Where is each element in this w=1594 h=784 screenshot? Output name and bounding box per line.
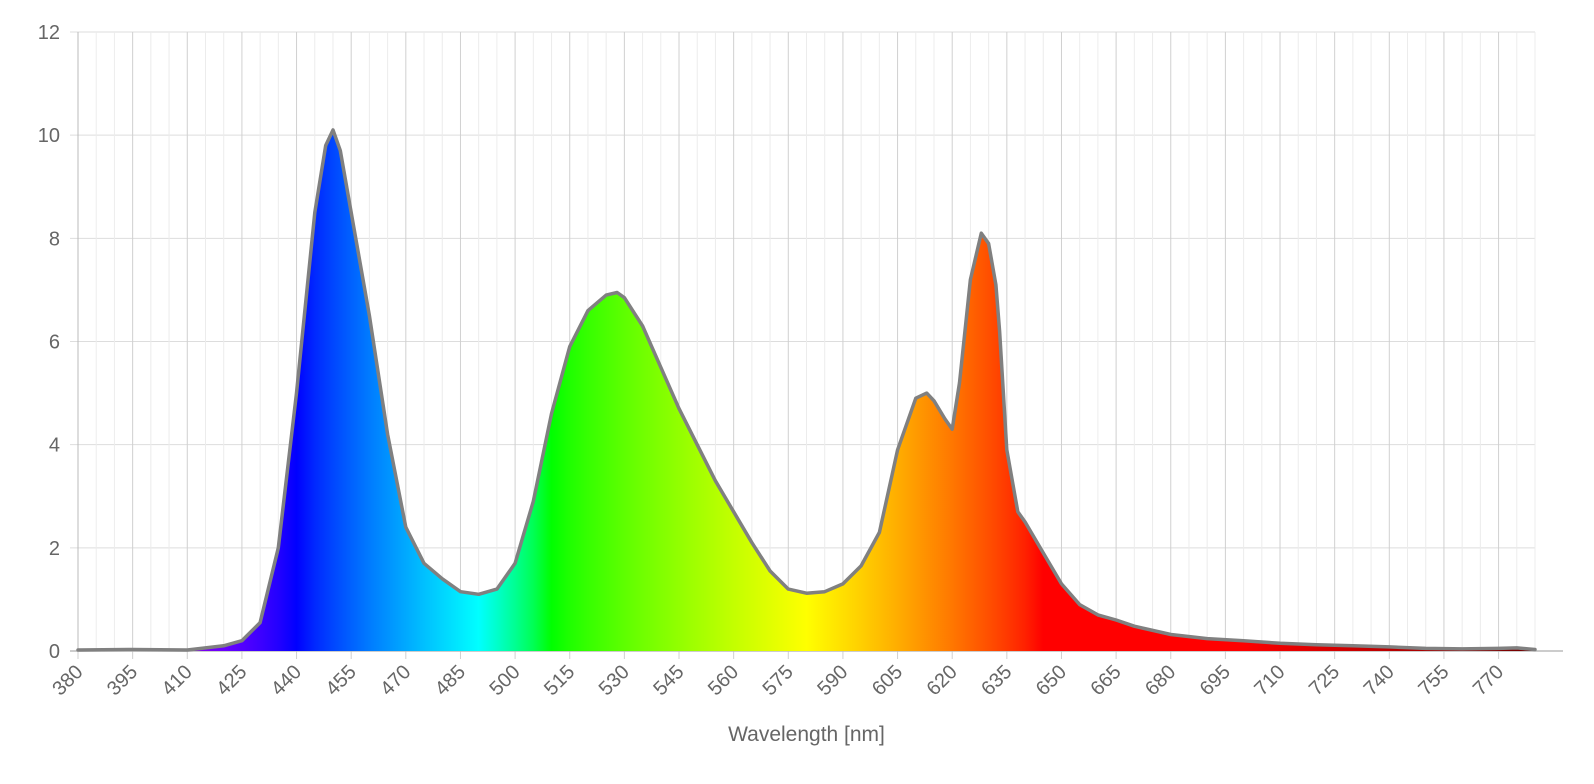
y-tick-labels: 0 2 4 6 8 10 12 xyxy=(38,22,60,663)
x-tick-label: 665 xyxy=(1086,661,1125,700)
y-tick-label: 12 xyxy=(38,22,60,44)
y-tick-label: 10 xyxy=(38,125,60,147)
x-tick-label: 545 xyxy=(649,661,688,700)
y-tick-label: 2 xyxy=(49,538,60,560)
x-tick-label: 605 xyxy=(868,661,907,700)
x-tick-label: 770 xyxy=(1469,661,1508,700)
x-tick-label: 680 xyxy=(1141,661,1180,700)
spectrum-fill xyxy=(78,130,1535,651)
y-tick-label: 6 xyxy=(49,332,60,354)
x-tick-label: 500 xyxy=(485,661,524,700)
x-tick-label: 620 xyxy=(923,661,962,700)
x-tick-label: 410 xyxy=(158,661,197,700)
x-tick-label: 470 xyxy=(376,661,415,700)
spectrum-outline xyxy=(76,128,1537,652)
x-tick-label: 740 xyxy=(1360,661,1399,700)
x-tick-label: 755 xyxy=(1414,661,1453,700)
x-tick-labels: 380 395 410 425 440 455 470 485 500 515 530 545 560 5… xyxy=(48,661,1508,700)
x-tick-label: 590 xyxy=(813,661,852,700)
x-tick-label: 425 xyxy=(212,661,251,700)
y-tick-label: 0 xyxy=(49,641,60,663)
x-axis-title: Wavelength [nm] xyxy=(728,723,885,746)
x-tick-label: 695 xyxy=(1196,661,1235,700)
y-tick-label: 4 xyxy=(49,435,60,457)
x-tick-label: 530 xyxy=(595,661,634,700)
x-tick-label: 710 xyxy=(1250,661,1289,700)
spectrum-area xyxy=(76,128,1537,652)
x-tick-label: 560 xyxy=(704,661,743,700)
x-tick-label: 635 xyxy=(977,661,1016,700)
y-tick-label: 8 xyxy=(49,228,60,250)
x-tick-label: 485 xyxy=(431,661,470,700)
x-tick-label: 575 xyxy=(759,661,798,700)
x-tick-label: 440 xyxy=(267,661,306,700)
x-tick-label: 455 xyxy=(322,661,361,700)
x-tick-label: 650 xyxy=(1032,661,1071,700)
x-tick-label: 725 xyxy=(1305,661,1344,700)
x-tick-label: 395 xyxy=(103,661,142,700)
x-tick-label: 515 xyxy=(540,661,579,700)
x-tick-label: 380 xyxy=(48,661,87,700)
